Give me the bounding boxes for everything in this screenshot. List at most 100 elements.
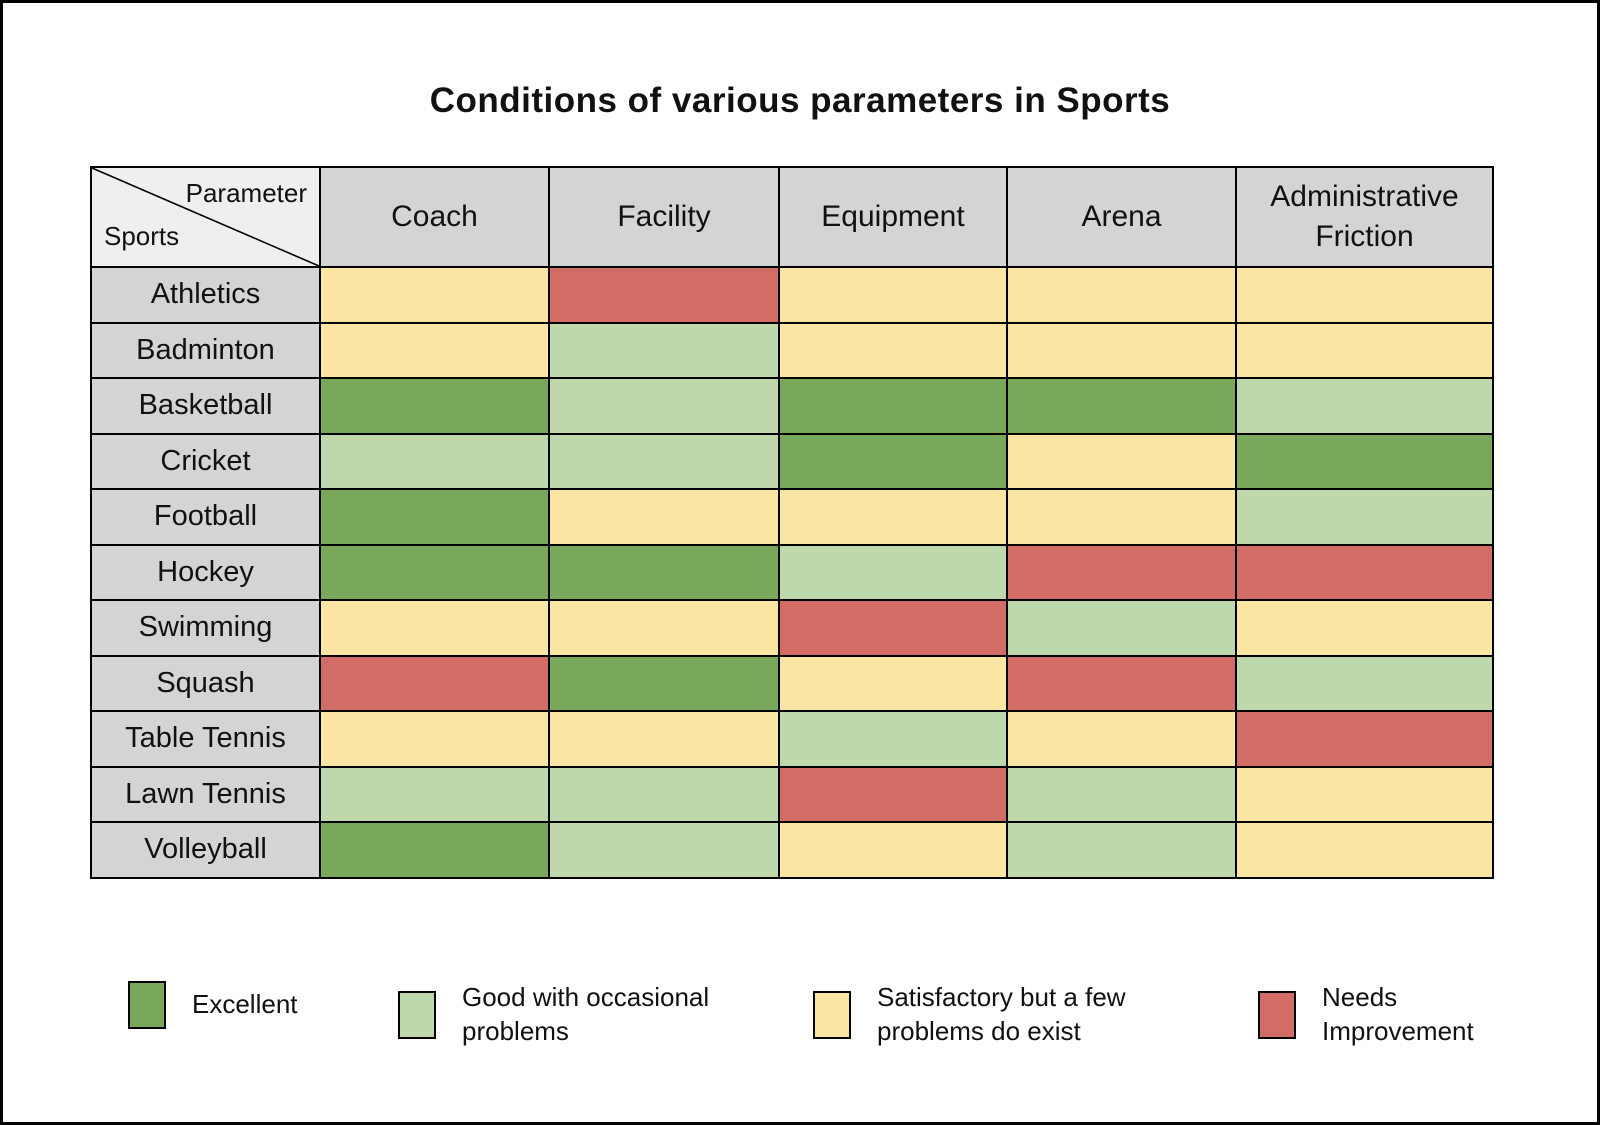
cell-squash-coach [319,654,550,712]
cell-athletics-coach [319,266,550,324]
cell-cricket-coach [319,432,550,490]
table-row-volleyball: Volleyball [90,821,1494,879]
cell-table-tennis-administrative-friction [1235,710,1494,768]
cell-table-tennis-arena [1006,710,1237,768]
cell-football-arena [1006,488,1237,546]
cell-swimming-facility [548,599,780,657]
cell-football-equipment [778,488,1008,546]
cell-cricket-facility [548,432,780,490]
column-header-administrative-friction: Administrative Friction [1235,166,1494,268]
cell-athletics-equipment [778,266,1008,324]
cell-basketball-coach [319,377,550,435]
table-row-cricket: Cricket [90,432,1494,490]
legend-swatch-satisfactory [813,990,851,1039]
sport-label-volleyball: Volleyball [90,821,321,879]
table-row-athletics: Athletics [90,266,1494,324]
cell-lawn-tennis-administrative-friction [1235,765,1494,823]
conditions-table: Parameter Sports Coach Facility Equipment A… [90,166,1494,879]
cell-basketball-equipment [778,377,1008,435]
cell-lawn-tennis-facility [548,765,780,823]
sport-label-lawn-tennis: Lawn Tennis [90,765,321,823]
cell-lawn-tennis-arena [1006,765,1237,823]
cell-swimming-coach [319,599,550,657]
cell-squash-administrative-friction [1235,654,1494,712]
cell-cricket-equipment [778,432,1008,490]
sport-label-badminton: Badminton [90,321,321,379]
cell-table-tennis-equipment [778,710,1008,768]
sport-label-cricket: Cricket [90,432,321,490]
cell-volleyball-equipment [778,821,1008,879]
legend-label-excellent: Excellent [192,989,298,1020]
legend-label-good: Good with occasional problems [462,982,710,1046]
cell-squash-arena [1006,654,1237,712]
legend-swatch-excellent [128,981,166,1029]
sport-label-athletics: Athletics [90,266,321,324]
sport-label-table-tennis: Table Tennis [90,710,321,768]
column-header-coach: Coach [319,166,550,268]
cell-hockey-facility [548,543,780,601]
column-header-equipment: Equipment [778,166,1008,268]
corner-label-parameter: Parameter [185,178,307,208]
cell-football-coach [319,488,550,546]
cell-lawn-tennis-equipment [778,765,1008,823]
cell-basketball-administrative-friction [1235,377,1494,435]
cell-table-tennis-facility [548,710,780,768]
cell-hockey-coach [319,543,550,601]
cell-swimming-equipment [778,599,1008,657]
cell-badminton-facility [548,321,780,379]
cell-basketball-arena [1006,377,1237,435]
legend-item-good: Good with occasional problems [398,981,732,1049]
sport-label-football: Football [90,488,321,546]
column-header-arena: Arena [1006,166,1237,268]
cell-football-administrative-friction [1235,488,1494,546]
table-row-table-tennis: Table Tennis [90,710,1494,768]
cell-volleyball-arena [1006,821,1237,879]
cell-swimming-administrative-friction [1235,599,1494,657]
cell-table-tennis-coach [319,710,550,768]
sport-label-basketball: Basketball [90,377,321,435]
column-header-facility: Facility [548,166,780,268]
cell-athletics-arena [1006,266,1237,324]
cell-badminton-administrative-friction [1235,321,1494,379]
corner-header: Parameter Sports [90,166,321,268]
cell-volleyball-administrative-friction [1235,821,1494,879]
cell-athletics-administrative-friction [1235,266,1494,324]
cell-volleyball-coach [319,821,550,879]
cell-cricket-arena [1006,432,1237,490]
legend-item-satisfactory: Satisfactory but a few problems do exist [813,981,1157,1049]
legend-item-needs_improvement: Needs Improvement [1258,981,1502,1049]
legend-label-needs_improvement: Needs Improvement [1322,982,1474,1046]
cell-badminton-arena [1006,321,1237,379]
legend: Excellent Good with occasional problems Sa… [3,981,1597,1081]
table-row-hockey: Hockey [90,543,1494,601]
cell-badminton-coach [319,321,550,379]
cell-lawn-tennis-coach [319,765,550,823]
table-row-lawn-tennis: Lawn Tennis [90,765,1494,823]
cell-hockey-equipment [778,543,1008,601]
table-row-badminton: Badminton [90,321,1494,379]
legend-swatch-needs_improvement [1258,990,1296,1039]
legend-item-excellent: Excellent [128,981,298,1029]
cell-volleyball-facility [548,821,780,879]
legend-swatch-good [398,990,436,1039]
cell-athletics-facility [548,266,780,324]
diagonal-divider-icon [92,168,319,266]
cell-squash-facility [548,654,780,712]
table-row-swimming: Swimming [90,599,1494,657]
table-row-basketball: Basketball [90,377,1494,435]
cell-basketball-facility [548,377,780,435]
cell-squash-equipment [778,654,1008,712]
cell-cricket-administrative-friction [1235,432,1494,490]
corner-label-sports: Sports [104,221,180,251]
cell-hockey-administrative-friction [1235,543,1494,601]
header-row: Parameter Sports Coach Facility Equipment A… [90,166,1494,268]
sport-label-swimming: Swimming [90,599,321,657]
cell-hockey-arena [1006,543,1237,601]
page-title: Conditions of various parameters in Spor… [429,81,1171,120]
table-row-squash: Squash [90,654,1494,712]
sport-label-squash: Squash [90,654,321,712]
cell-badminton-equipment [778,321,1008,379]
sport-label-hockey: Hockey [90,543,321,601]
cell-football-facility [548,488,780,546]
